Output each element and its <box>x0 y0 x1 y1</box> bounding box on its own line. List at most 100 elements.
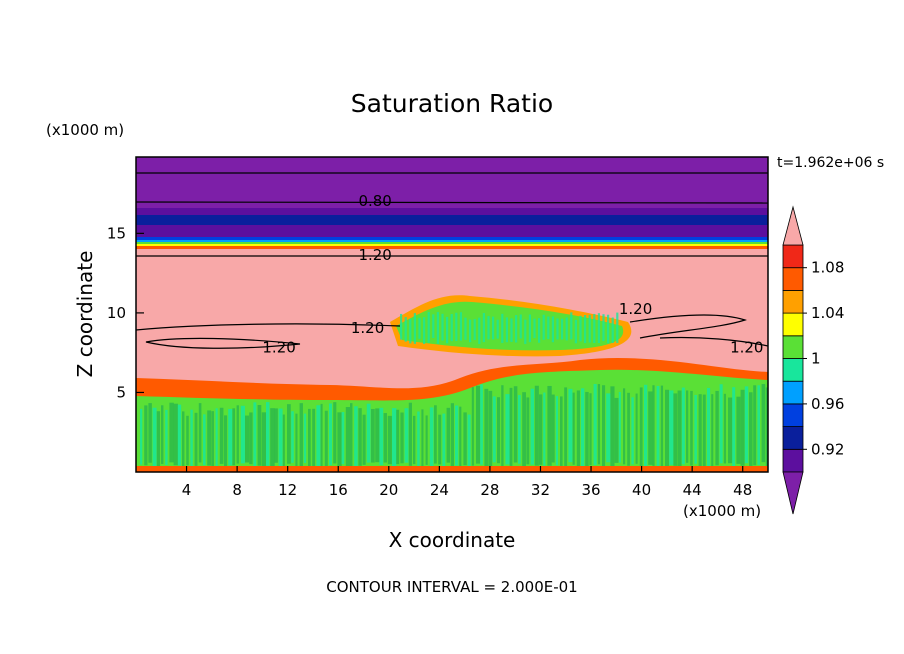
cloud-cell <box>547 316 550 340</box>
cloud-cell <box>602 385 606 467</box>
cloud-cell <box>543 392 546 466</box>
cloud-cell <box>618 391 621 463</box>
cloud-cell <box>660 385 664 467</box>
cloud-cell <box>320 403 323 468</box>
cloud-cell <box>565 317 568 341</box>
x-unit-label: (x1000 m) <box>683 502 761 520</box>
cloud-cell <box>194 412 198 466</box>
x-tick-label: 32 <box>531 481 550 499</box>
cloud-cell <box>611 317 614 343</box>
time-label: t=1.962e+06 s <box>777 155 884 171</box>
cloud-cell <box>459 312 462 341</box>
cloud-cell <box>496 319 499 339</box>
cloud-cell <box>497 397 501 464</box>
cloud-cell <box>528 314 531 343</box>
cloud-cell <box>295 413 298 467</box>
cloud-cell <box>765 387 768 467</box>
x-tick-label: 4 <box>182 481 192 499</box>
cloud-cell <box>551 316 554 343</box>
cloud-cell <box>665 389 670 467</box>
x-tick-label: 20 <box>379 481 398 499</box>
cloud-cell <box>257 405 262 466</box>
plot-frame <box>135 156 769 473</box>
cloud-cell <box>392 408 397 468</box>
cloud-cell <box>616 312 619 344</box>
cloud-cell <box>446 407 451 463</box>
transition-orange <box>136 246 768 249</box>
cloud-cell <box>354 406 358 468</box>
cloud-cell <box>581 388 585 467</box>
x-tick-label: 12 <box>278 481 297 499</box>
cloud-cell <box>427 312 430 343</box>
cloud-cell <box>455 405 459 466</box>
cloud-cell <box>467 414 471 468</box>
cloud-cell <box>690 390 693 466</box>
upper-band-purple <box>136 157 768 217</box>
cloud-cell <box>584 315 587 344</box>
cloud-cell <box>656 386 660 468</box>
cloud-cell <box>602 314 605 342</box>
cloud-cell <box>418 317 421 339</box>
cloud-cell <box>513 386 518 463</box>
cloud-cell <box>610 386 615 468</box>
cloud-cell <box>161 405 164 464</box>
cloud-cell <box>282 414 285 467</box>
cloud-cell <box>341 412 345 465</box>
cloud-cell <box>686 390 689 463</box>
cloud-cell <box>648 391 653 465</box>
cloud-cell <box>588 314 591 343</box>
cloud-cell <box>702 394 706 468</box>
cloud-cell <box>287 404 291 464</box>
cloud-cell <box>614 397 619 463</box>
cloud-cell <box>400 313 403 340</box>
cloud-cell <box>329 403 333 466</box>
cloud-cell <box>547 385 552 466</box>
cloud-cell <box>219 407 224 464</box>
cloud-cell <box>526 397 530 465</box>
cloud-cell <box>156 411 161 468</box>
colorbar-over-arrow <box>782 205 804 246</box>
cloud-cell <box>337 412 342 466</box>
cloud-cell <box>236 405 239 464</box>
cloud-cell <box>375 408 380 463</box>
cloud-cell <box>408 402 412 466</box>
cloud-cell <box>715 390 719 466</box>
colorbar-label: 1 <box>811 350 821 368</box>
cloud-cell <box>530 388 535 465</box>
cloud-cell <box>274 408 278 463</box>
cloud-cell <box>681 387 685 465</box>
contour-label: 0.80 <box>358 192 391 210</box>
contour-labels: 0.80 1.20 1.20 1.20 1.20 1.20 <box>262 192 763 356</box>
cloud-cell <box>761 384 766 463</box>
cloud-cell <box>736 396 741 464</box>
cloud-cell <box>215 408 218 468</box>
colorbar-segment <box>782 358 804 382</box>
cloud-cell <box>442 413 446 467</box>
cloud-cell <box>533 318 536 339</box>
cloud-cell <box>711 394 714 467</box>
colorbar: 0.92 0.96 1 1.04 1.08 <box>782 205 844 515</box>
contour-label: 1.20 <box>351 319 384 337</box>
cloud-cell <box>524 319 527 344</box>
cloud-cell <box>556 318 559 340</box>
cloud-cell <box>261 412 267 467</box>
cloud-cell <box>476 385 481 464</box>
transition-yellow <box>136 244 768 246</box>
cloud-cell <box>698 394 702 468</box>
cloud-cell <box>505 317 508 343</box>
cloud-cell <box>539 394 543 465</box>
cloud-cell <box>471 387 474 466</box>
cloud-cell <box>404 317 407 342</box>
colorbar-label: 0.96 <box>811 395 844 413</box>
cloud-cell <box>333 402 337 464</box>
colorbar-segment <box>782 312 804 337</box>
cloud-cell <box>560 396 563 466</box>
contour-line-120-left <box>145 337 301 349</box>
colorbar-segment <box>782 426 804 450</box>
x-tick-label: 40 <box>632 481 651 499</box>
cloud-cell <box>291 411 294 463</box>
x-tick-label: 36 <box>581 481 600 499</box>
cloud-cell <box>278 408 283 468</box>
cloud-cell <box>266 402 270 466</box>
contour-line-120-mid <box>136 314 747 339</box>
